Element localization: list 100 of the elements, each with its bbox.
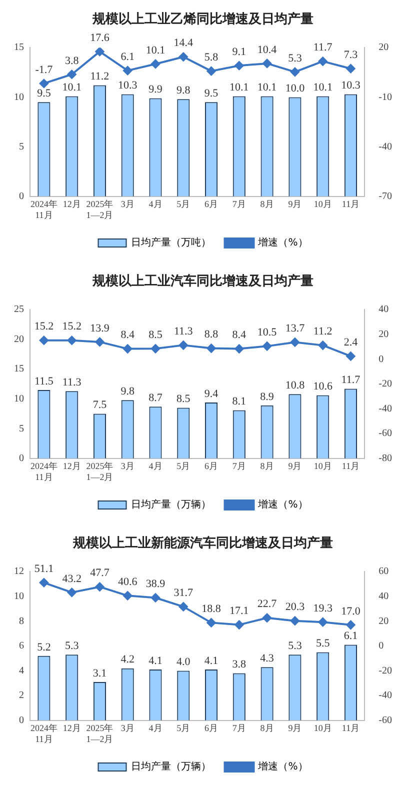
point	[151, 593, 160, 602]
point	[95, 337, 104, 346]
data-label: 5.5	[316, 638, 330, 650]
legend-label: 日均产量（万辆）	[131, 760, 212, 773]
data-label: 2.4	[344, 336, 358, 349]
x-tick-label: 8月	[260, 199, 274, 210]
legend-label: 增速（%）	[257, 760, 308, 773]
x-tick-label: 10月	[314, 461, 332, 472]
y2-tick-label: 20	[378, 616, 389, 627]
data-label: 9.9	[148, 84, 163, 96]
x-tick-label: 11月	[342, 461, 360, 472]
data-label: 8.9	[260, 390, 274, 403]
y2-tick-label: 0	[378, 640, 384, 652]
legend-label: 日均产量（万吨）	[131, 236, 212, 249]
point	[290, 67, 300, 76]
y-tick-label: 15	[14, 42, 24, 54]
point	[206, 618, 216, 628]
y2-tick-label: -10	[378, 92, 392, 103]
legend-label: 日均产量（万辆）	[131, 498, 212, 511]
x-tick-label: 10月	[314, 723, 332, 734]
data-label: 11.5	[34, 375, 54, 388]
data-label: 8.7	[148, 392, 163, 404]
y2-tick-label: 40	[378, 304, 389, 316]
y2-tick-label: -20	[378, 378, 392, 390]
data-label: 18.8	[202, 603, 222, 616]
data-label: 8.1	[232, 396, 246, 408]
x-tick-label: 9月	[288, 461, 302, 472]
chart-title: 规模以上工业汽车同比增速及日均产量	[92, 273, 314, 290]
point	[178, 340, 188, 350]
data-label: 11.7	[313, 42, 333, 54]
y-tick-label: 10	[14, 394, 24, 405]
y-tick-label: 0	[19, 191, 24, 202]
y2-tick-label: -60	[378, 715, 392, 726]
data-label: 7.3	[344, 48, 358, 61]
data-label: 5.3	[288, 52, 302, 64]
data-label: 8.5	[148, 329, 163, 342]
x-tick-label: 9月	[288, 199, 302, 210]
data-label: 3.1	[92, 667, 107, 680]
data-label: 9.5	[204, 88, 219, 100]
data-label: 11.2	[90, 70, 110, 83]
point	[234, 620, 244, 630]
point	[318, 340, 328, 350]
y-tick-label: 0	[19, 715, 24, 726]
x-tick-label: 7月	[232, 723, 246, 734]
data-label: 15.2	[62, 320, 82, 333]
point	[262, 342, 272, 351]
point	[178, 52, 188, 62]
data-label: 4.3	[260, 652, 274, 664]
data-label: 10.1	[62, 82, 82, 94]
x-tick-label: 7月	[232, 199, 246, 210]
point	[39, 78, 48, 88]
x-tick-label: 9月	[288, 723, 302, 734]
y2-tick-label: -40	[378, 403, 392, 414]
point	[67, 336, 76, 345]
data-label: 3.8	[232, 658, 247, 671]
y2-tick-label: 20	[378, 329, 389, 340]
point	[123, 344, 132, 354]
y-tick-label: 2	[19, 690, 24, 702]
y-tick-label: 5	[19, 423, 24, 434]
x-tick-label: 8月	[260, 723, 274, 734]
point	[234, 344, 244, 354]
point	[178, 602, 188, 612]
data-label: 11.7	[341, 374, 361, 386]
point	[262, 58, 272, 68]
point	[318, 56, 328, 66]
y-tick-label: 12	[14, 566, 24, 578]
legend-label: 增速（%）	[257, 236, 308, 249]
data-label: 11.2	[313, 326, 332, 338]
data-label: 14.4	[174, 37, 194, 50]
point	[206, 344, 216, 353]
x-tick-label: 3月	[120, 199, 134, 210]
x-tick-label: 3月	[120, 723, 134, 734]
point	[39, 578, 48, 588]
data-label: 7.5	[92, 399, 108, 412]
data-label: 4.1	[148, 654, 162, 667]
y2-tick-label: -20	[378, 665, 392, 676]
x-tick-label: 2025年 1—2月	[86, 461, 114, 482]
data-label: 19.3	[313, 602, 333, 614]
data-label: 10.6	[313, 380, 333, 393]
x-tick-label: 5月	[176, 723, 190, 734]
data-label: 6.1	[120, 50, 134, 63]
y-tick-label: 4	[19, 665, 24, 676]
data-label: 13.7	[285, 322, 306, 335]
data-label: 8.5	[176, 393, 191, 406]
point	[151, 59, 160, 68]
chart-title: 规模以上工业新能源汽车同比增速及日均产量	[72, 535, 333, 552]
point	[123, 591, 132, 600]
data-label: 10.3	[118, 80, 138, 92]
point	[290, 616, 300, 626]
data-label: 4.1	[204, 654, 218, 667]
data-label: 15.2	[34, 320, 54, 333]
data-label: 9.8	[176, 84, 191, 97]
data-label: 17.6	[90, 32, 110, 44]
x-tick-label: 11月	[342, 199, 360, 210]
x-tick-label: 4月	[148, 723, 162, 734]
data-label: 9.5	[37, 88, 52, 100]
y-tick-label: 20	[14, 334, 24, 345]
data-label: 17.0	[341, 605, 361, 618]
data-label: 10.1	[257, 82, 277, 94]
point	[67, 588, 76, 597]
